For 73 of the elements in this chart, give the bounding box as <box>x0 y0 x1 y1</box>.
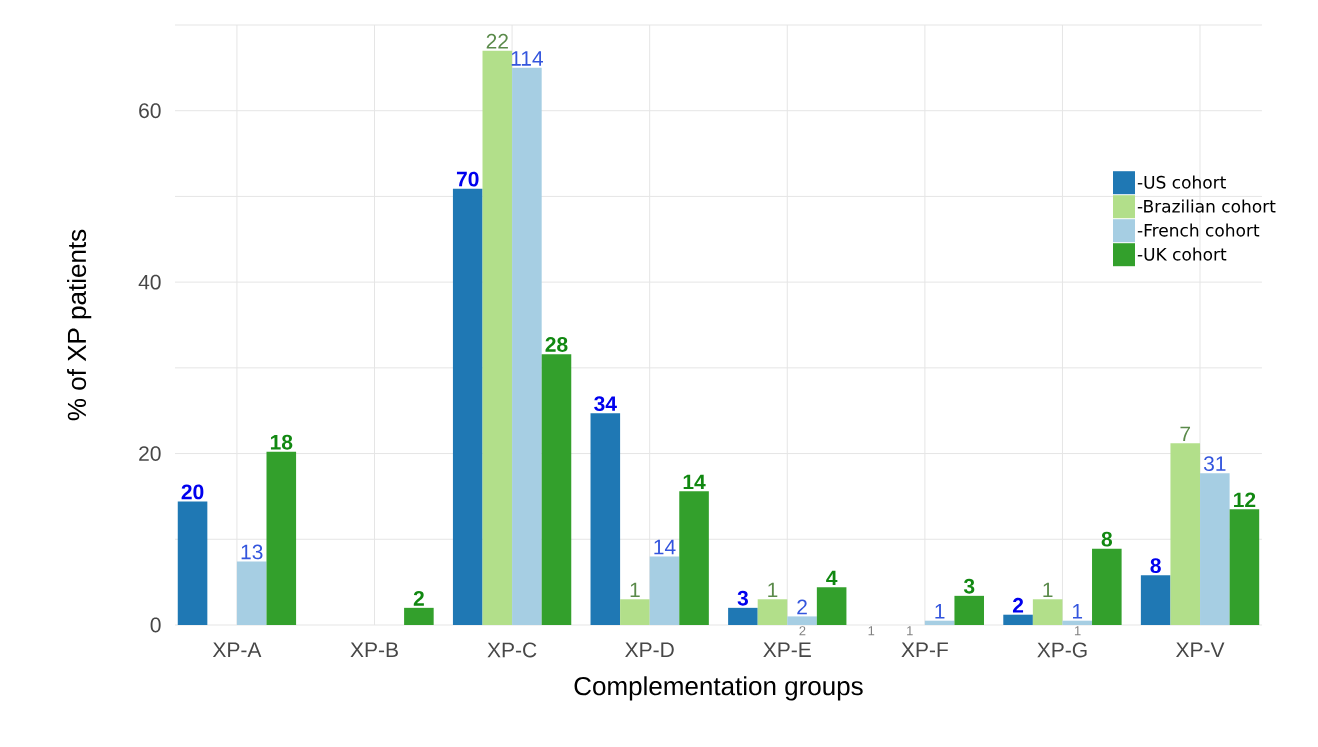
bar <box>452 188 483 625</box>
x-axis-title: Complementation groups <box>574 676 863 701</box>
y-tick-label: 40 <box>138 274 161 290</box>
bar <box>649 556 680 625</box>
bar <box>728 607 758 625</box>
annotation: 22 <box>486 33 508 49</box>
annotation: 2 <box>1012 597 1024 613</box>
y-tick-label: 20 <box>139 446 161 461</box>
x-tick-label: XP-D <box>625 642 674 657</box>
bar <box>541 354 572 625</box>
annotation: 8 <box>1101 531 1112 547</box>
bar <box>177 501 208 625</box>
annotation: 7 <box>1180 426 1191 442</box>
annotation: 4 <box>826 570 838 586</box>
annotation: 18 <box>270 434 293 450</box>
bar <box>1170 443 1201 625</box>
bar <box>924 620 955 625</box>
annotation: 12 <box>1234 492 1256 508</box>
bar <box>1003 614 1033 625</box>
x-tick-label: XP-C <box>487 642 537 658</box>
text: 1 <box>1074 626 1081 636</box>
text: 1 <box>868 626 875 636</box>
bar <box>954 595 985 625</box>
legend-label: -Brazilian cohort <box>1137 199 1276 213</box>
bar <box>590 413 621 625</box>
annotation: 34 <box>594 396 617 412</box>
x-tick-label: XP-B <box>350 642 398 657</box>
annotation: 2 <box>797 599 807 615</box>
annotation: 1 <box>768 582 778 598</box>
y-tick-label: 60 <box>139 103 161 119</box>
text: 2 <box>799 626 806 636</box>
bar <box>757 599 788 625</box>
bar <box>1229 509 1260 625</box>
bar <box>620 599 650 625</box>
x-tick-label: XP-G <box>1037 642 1087 658</box>
annotation: 31 <box>1203 456 1226 472</box>
bar <box>679 491 709 625</box>
annotation: 20 <box>181 484 204 500</box>
x-tick-label: XP-A <box>212 642 262 657</box>
annotation: 1 <box>1043 582 1053 598</box>
y-tick-label: 0 <box>150 617 161 633</box>
bar <box>236 561 267 625</box>
legend-label: -US cohort <box>1137 175 1226 189</box>
annotation: 14 <box>683 474 706 490</box>
annotation: 70 <box>456 171 479 187</box>
bar <box>1032 599 1063 625</box>
annotation: 1 <box>1073 604 1083 619</box>
bar <box>816 587 847 625</box>
bar <box>1200 473 1230 625</box>
bar <box>404 607 434 625</box>
annotation: 13 <box>241 544 263 560</box>
x-tick-label: XP-V <box>1176 642 1225 657</box>
annotation: 3 <box>737 590 748 606</box>
bar <box>266 451 297 625</box>
legend-label: -UK cohort <box>1137 247 1227 261</box>
bar <box>1092 548 1122 625</box>
annotation: 28 <box>545 337 568 352</box>
bar <box>512 67 542 625</box>
x-tick-label: XP-F <box>901 642 948 657</box>
x-tick-label: XP-E <box>763 642 811 657</box>
annotation: 1 <box>630 582 640 598</box>
bar <box>482 50 513 625</box>
annotation: 2 <box>413 590 424 606</box>
bar <box>787 616 817 625</box>
annotation: 3 <box>963 578 975 594</box>
bar <box>1140 575 1171 625</box>
annotation: 8 <box>1150 558 1161 574</box>
annotation: 14 <box>654 539 676 555</box>
text: 1 <box>907 626 913 636</box>
annotation: 1 <box>935 604 945 619</box>
y-axis-title: % of XP patients <box>67 229 92 421</box>
legend-label: -French cohort <box>1137 223 1260 237</box>
bar <box>1062 620 1093 625</box>
